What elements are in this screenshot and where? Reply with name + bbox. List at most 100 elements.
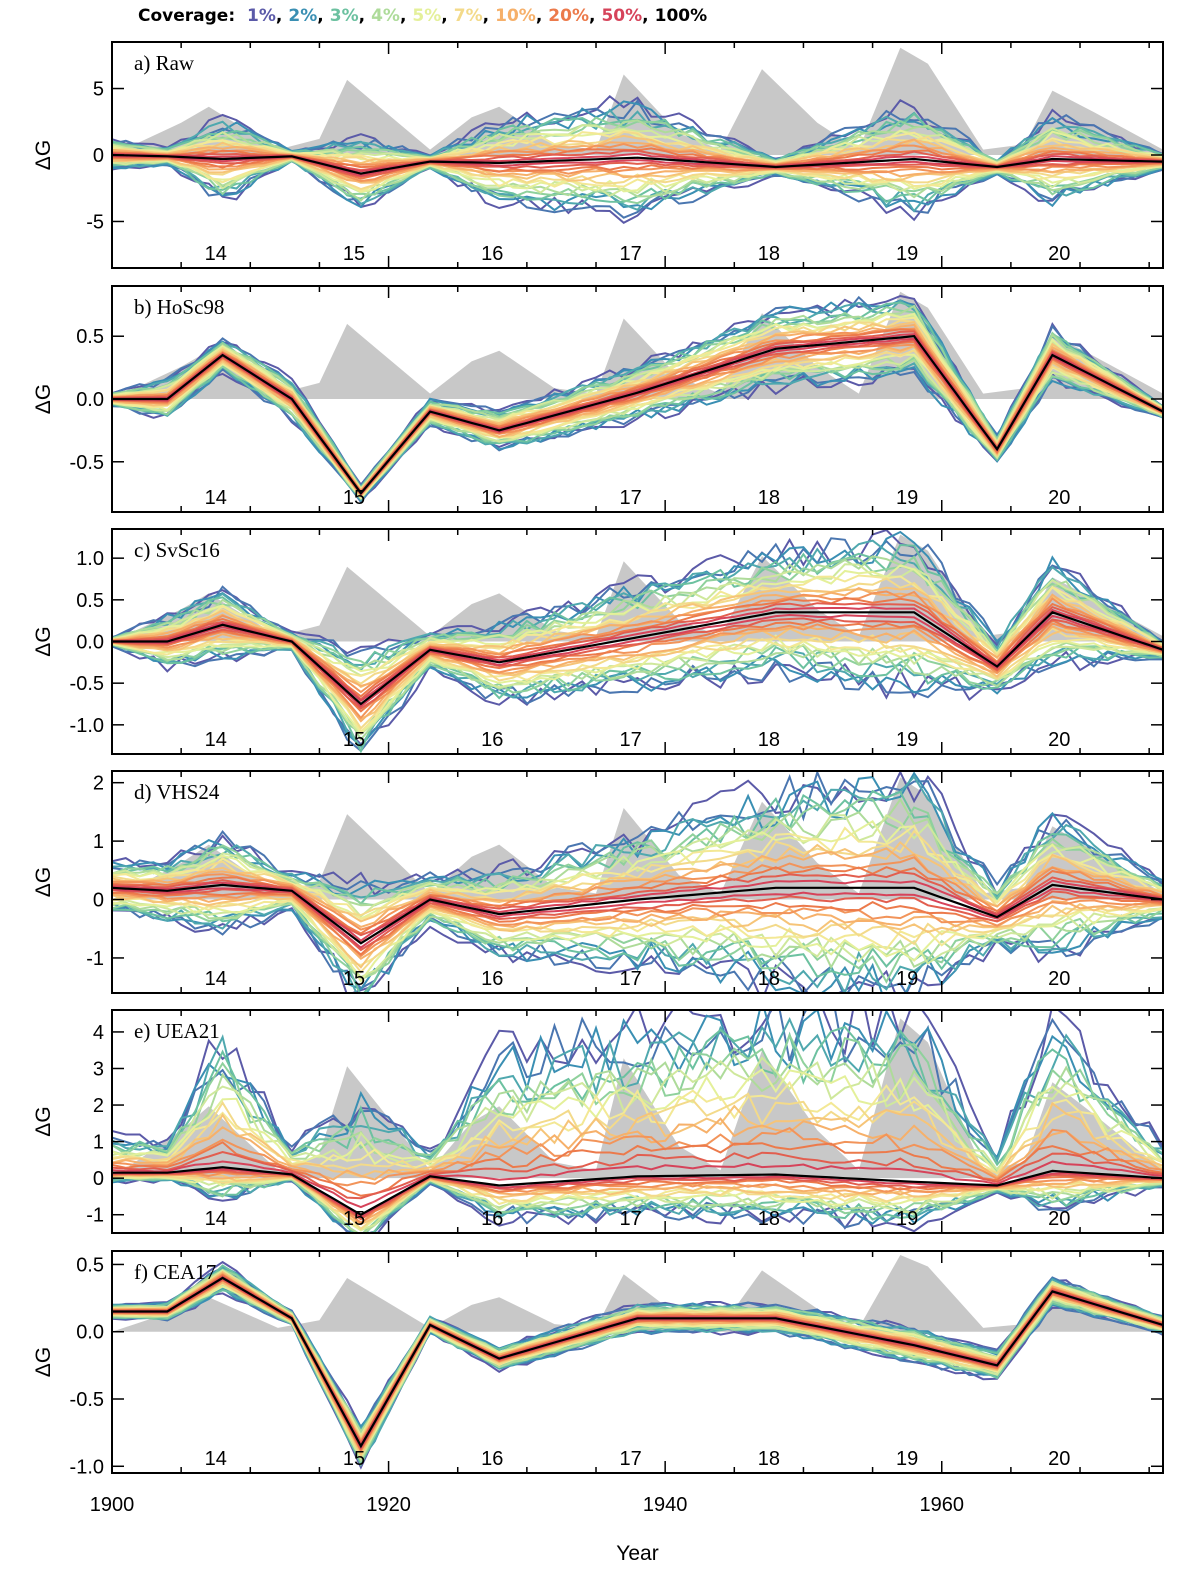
ensemble-line (112, 626, 1163, 730)
y-tick-label: 1.0 (76, 548, 104, 570)
ensemble-line (112, 1127, 1163, 1187)
cycle-label: 16 (481, 1448, 503, 1470)
cycle-label: 16 (481, 968, 503, 990)
y-tick-label: -0.5 (70, 1389, 104, 1411)
y-tick-label: 3 (93, 1058, 104, 1080)
cycle-label: 18 (758, 1208, 780, 1230)
legend-separator: , (588, 6, 596, 26)
y-tick-label: 0.0 (76, 1322, 104, 1344)
mean-line (112, 1166, 1163, 1216)
panel-a: 5 0 -5 a) Raw ΔG 14 15 16 17 18 19 20 (32, 41, 1164, 269)
cycle-label: 15 (343, 1448, 365, 1470)
cycle-label: 14 (205, 243, 227, 265)
legend-title: Coverage: (138, 6, 236, 26)
y-tick-label: 1 (93, 831, 104, 853)
y-axis-label: ΔG (32, 1106, 55, 1136)
cycle-label: 17 (619, 1448, 641, 1470)
y-axis-label: ΔG (32, 1347, 55, 1377)
cycle-label: 16 (481, 487, 503, 509)
y-tick-label: 1 (93, 1132, 104, 1154)
cycle-label: 20 (1048, 1448, 1070, 1470)
y-tick-label: 4 (93, 1022, 104, 1044)
cycle-label: 19 (896, 729, 918, 751)
ensemble-line (112, 901, 1163, 981)
panel-frame (111, 1009, 1164, 1234)
cycle-label: 14 (205, 1448, 227, 1470)
panel-e: 4 3 2 1 0 -1 e) UEA21 ΔG 14 15 16 17 18 19 20 (32, 1009, 1164, 1234)
cycle-label: 20 (1048, 968, 1070, 990)
panel-f: 0.5 0.0 -0.5 -1.0 f) CEA17 ΔG 14 15 16 17 18 19 20 (32, 1250, 1164, 1478)
cycle-label: 18 (758, 968, 780, 990)
ensemble-line (112, 643, 1163, 749)
cycle-label: 20 (1048, 1208, 1070, 1230)
cycle-label: 15 (343, 487, 365, 509)
cycle-label: 16 (481, 729, 503, 751)
cycle-label: 17 (619, 243, 641, 265)
panel-title: a) Raw (134, 51, 195, 75)
ensemble-line (112, 1117, 1163, 1181)
legend-separator: , (317, 6, 324, 26)
cycle-label: 14 (205, 729, 227, 751)
mean-line (112, 335, 1163, 495)
ensemble-line (112, 902, 1163, 993)
cycle-label: 17 (619, 1208, 641, 1230)
panel-b: 0.5 0.0 -0.5 b) HoSc98 ΔG 14 15 16 17 18 19 20 (32, 285, 1164, 513)
legend-item: 4% (371, 6, 400, 26)
ensemble-line (112, 1080, 1163, 1175)
y-tick-label: 0.0 (76, 632, 104, 654)
y-tick-label: -1.0 (70, 715, 104, 737)
cycle-label: 20 (1048, 487, 1070, 509)
cycle-label: 19 (896, 487, 918, 509)
sunspot-envelope (112, 1255, 1163, 1332)
cycle-label: 19 (896, 1448, 918, 1470)
legend-separator: , (482, 6, 490, 26)
y-tick-label: -1.0 (70, 1456, 104, 1478)
cycle-label: 15 (343, 243, 365, 265)
cycle-label: 20 (1048, 729, 1070, 751)
cycle-label: 18 (758, 487, 780, 509)
legend-item: 3% (329, 6, 359, 26)
y-axis-label: ΔG (32, 867, 55, 897)
ensemble-line (112, 798, 1163, 907)
y-tick-label: 5 (93, 79, 104, 101)
ensemble-line (112, 847, 1163, 928)
legend-item: 2% (288, 6, 318, 26)
cycle-label: 18 (758, 243, 780, 265)
sunspot-envelope (112, 534, 1163, 642)
panel-frame (111, 1250, 1164, 1474)
panel-c: 1.0 0.5 0.0 -0.5 -1.0 c) SvSc16 ΔG 14 15 16 17 18 19… (32, 528, 1164, 755)
x-tick-label: 1920 (366, 1494, 411, 1516)
y-tick-label: -1 (86, 1205, 104, 1227)
cycle-label: 14 (205, 968, 227, 990)
y-tick-label: 2 (93, 773, 104, 795)
legend-separator: , (275, 6, 283, 26)
y-tick-label: 2 (93, 1095, 104, 1117)
cycle-label: 16 (481, 243, 503, 265)
y-tick-label: 0 (93, 890, 104, 912)
panel-title: e) UEA21 (134, 1019, 220, 1043)
cycle-label: 17 (619, 968, 641, 990)
legend-item: 100% (654, 6, 708, 26)
cycle-label: 19 (896, 1208, 918, 1230)
legend-separator: , (399, 6, 407, 26)
mean-line (112, 1276, 1163, 1449)
x-tick-label: 1940 (643, 1494, 688, 1516)
panel-d: 2 1 0 -1 d) VHS24 ΔG 14 15 16 17 18 19 20 (32, 770, 1164, 994)
ensemble-line (112, 813, 1163, 918)
legend-separator: , (642, 6, 649, 26)
x-tick-label: 1900 (90, 1494, 135, 1516)
y-tick-label: -5 (86, 211, 104, 233)
cycle-label: 14 (205, 1208, 227, 1230)
cycle-label: 19 (896, 968, 918, 990)
ensemble-line (112, 529, 1163, 655)
y-tick-label: 0.5 (76, 590, 104, 612)
y-tick-label: -0.5 (70, 452, 104, 474)
x-tick-label: 1960 (919, 1494, 964, 1516)
panel-title: d) VHS24 (134, 780, 220, 804)
ensemble-line (112, 871, 1163, 937)
mean-line (112, 883, 1163, 945)
y-axis-label: ΔG (32, 140, 55, 170)
panel-frame (111, 770, 1164, 994)
cycle-label: 19 (896, 243, 918, 265)
